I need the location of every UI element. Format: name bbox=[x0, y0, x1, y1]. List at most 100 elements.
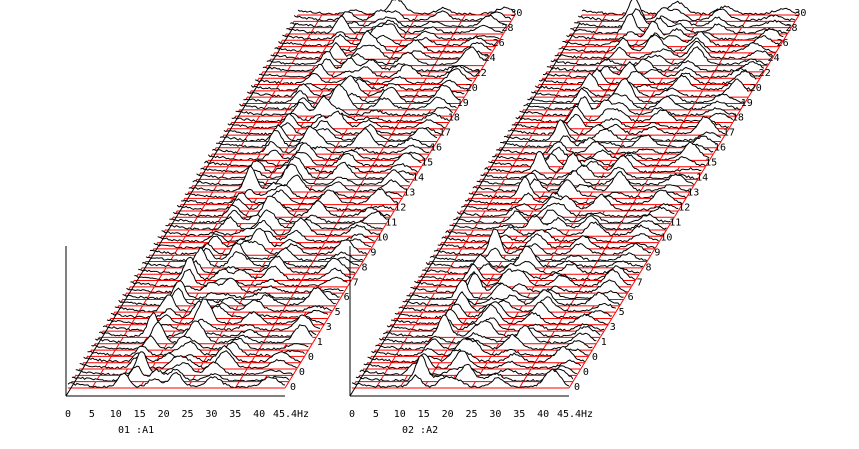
trace-line bbox=[79, 350, 297, 370]
trace-mask bbox=[212, 141, 430, 155]
depth-label: 24 bbox=[484, 53, 496, 64]
trace-line bbox=[278, 33, 496, 47]
depth-label: 0 bbox=[583, 367, 589, 378]
trace-mask bbox=[266, 47, 484, 66]
depth-label: 17 bbox=[439, 128, 451, 139]
trace-mask bbox=[165, 209, 383, 230]
trace-mask bbox=[255, 68, 473, 85]
depth-label: 10 bbox=[660, 232, 672, 243]
trace-line bbox=[200, 160, 418, 174]
trace-mask bbox=[441, 229, 659, 243]
x-tick-label: 20 bbox=[442, 409, 454, 420]
trace-line bbox=[492, 141, 710, 161]
x-tick-label: 0 bbox=[65, 409, 71, 420]
depth-label: 9 bbox=[370, 247, 376, 258]
trace-mask bbox=[383, 314, 601, 338]
trace-mask bbox=[504, 119, 721, 142]
trace-mask bbox=[371, 338, 589, 357]
depth-label: 8 bbox=[361, 262, 367, 273]
grid-line-45.4 bbox=[568, 14, 800, 389]
trace-mask bbox=[282, 23, 500, 41]
trace-line bbox=[282, 23, 500, 41]
trace-line bbox=[546, 58, 765, 73]
depth-label: 14 bbox=[412, 173, 424, 184]
trace-line bbox=[542, 61, 761, 79]
depth-label: 28 bbox=[501, 23, 513, 34]
trace-line bbox=[134, 256, 352, 282]
trace-line bbox=[204, 151, 422, 168]
depth-label: 19 bbox=[457, 98, 469, 109]
trace-line bbox=[266, 46, 485, 66]
depth-label: 12 bbox=[678, 203, 690, 214]
trace-mask bbox=[270, 42, 488, 60]
trace-line bbox=[367, 345, 585, 364]
depth-label: 28 bbox=[785, 23, 797, 34]
depth-label: 8 bbox=[645, 262, 651, 273]
trace-line bbox=[211, 140, 430, 155]
trace-mask bbox=[449, 215, 667, 230]
trace-line bbox=[259, 63, 477, 79]
trace-line bbox=[410, 273, 628, 294]
trace-line bbox=[290, 14, 508, 29]
x-unit-label: Hz bbox=[581, 409, 593, 420]
depth-label: 13 bbox=[403, 188, 415, 199]
depth-label: 6 bbox=[344, 292, 350, 303]
x-tick-label: 0 bbox=[349, 409, 355, 420]
trace-mask bbox=[355, 355, 573, 382]
trace-line bbox=[184, 184, 403, 199]
trace-line bbox=[441, 229, 660, 244]
depth-label: 17 bbox=[723, 128, 735, 139]
trace-line bbox=[433, 228, 652, 256]
x-unit-label: Hz bbox=[297, 409, 309, 420]
trace-mask bbox=[153, 228, 371, 249]
trace-line bbox=[383, 314, 601, 338]
trace-line bbox=[468, 176, 687, 199]
x-tick-label: 25 bbox=[465, 409, 477, 420]
trace-line bbox=[570, 13, 788, 35]
depth-label: 14 bbox=[696, 173, 708, 184]
x-tick-label: 30 bbox=[205, 409, 217, 420]
x-tick-label: 35 bbox=[513, 409, 525, 420]
trace-line bbox=[216, 125, 434, 149]
trace-mask bbox=[243, 85, 461, 104]
trace-mask bbox=[298, 0, 515, 15]
grid-line-45.4 bbox=[284, 14, 516, 389]
x-tick-label: 45.4 bbox=[273, 409, 297, 420]
trace-mask bbox=[496, 141, 714, 155]
panel-caption: 02 :A2 bbox=[402, 425, 438, 436]
x-tick-label: 10 bbox=[110, 409, 122, 420]
trace-mask bbox=[367, 346, 585, 363]
x-tick-label: 40 bbox=[253, 409, 265, 420]
trace-line bbox=[149, 239, 368, 256]
trace-line bbox=[480, 164, 698, 180]
x-tick-label: 5 bbox=[89, 409, 95, 420]
depth-label: 30 bbox=[794, 8, 806, 19]
trace-line bbox=[414, 268, 632, 288]
trace-mask bbox=[472, 171, 690, 192]
trace-mask bbox=[535, 73, 753, 91]
trace-line bbox=[496, 140, 714, 155]
trace-mask bbox=[278, 34, 496, 47]
x-tick-label: 30 bbox=[489, 409, 501, 420]
depth-label: 11 bbox=[385, 217, 397, 228]
trace-mask bbox=[126, 278, 344, 294]
trace-mask bbox=[114, 294, 332, 313]
depth-label: 9 bbox=[654, 247, 660, 258]
trace-line bbox=[173, 195, 391, 218]
trace-line bbox=[456, 202, 675, 218]
trace-line bbox=[437, 233, 656, 250]
trace-line bbox=[449, 215, 667, 231]
x-tick-label: 20 bbox=[158, 409, 170, 420]
depth-label: 26 bbox=[777, 38, 789, 49]
trace-mask bbox=[286, 16, 504, 34]
depth-labels: 0001356789101112131415161718192022242628… bbox=[574, 8, 806, 393]
trace-line bbox=[472, 171, 691, 193]
trace-group bbox=[351, 0, 800, 389]
trace-mask bbox=[188, 165, 406, 192]
trace-line bbox=[484, 150, 702, 174]
depth-label: 0 bbox=[299, 367, 305, 378]
trace-mask bbox=[430, 248, 647, 262]
depth-label: 6 bbox=[628, 292, 634, 303]
